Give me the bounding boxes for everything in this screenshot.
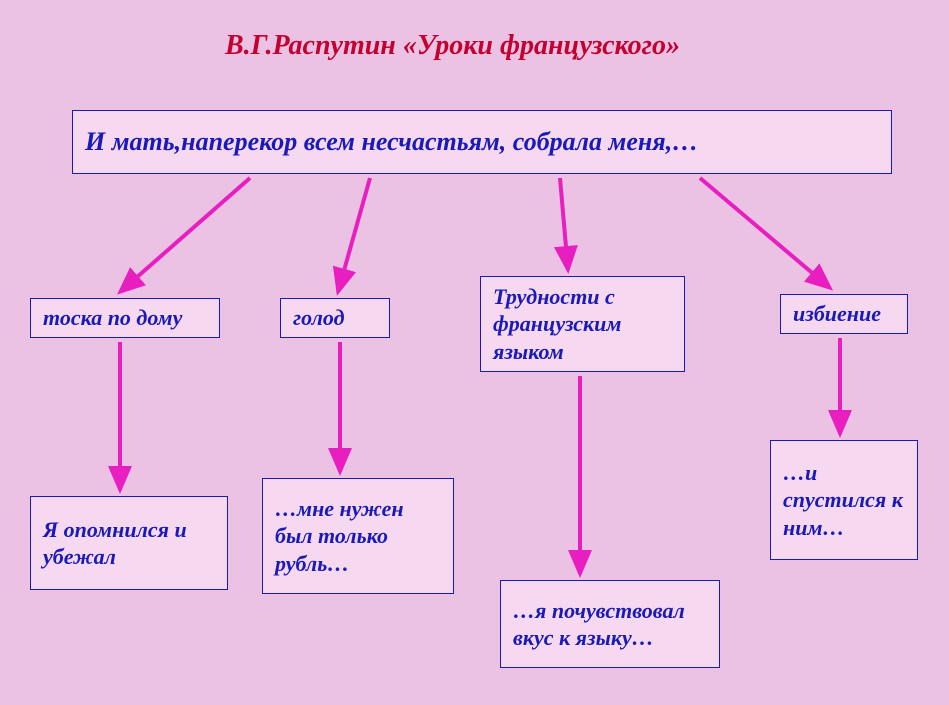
quote-box-taste-language: …я почувствовал вкус к языку… [500,580,720,668]
quote-box-ruble: …мне нужен был только рубль… [262,478,454,594]
theme-box-beating: избиение [780,294,908,334]
diagram-title: В.Г.Распутин «Уроки французского» [225,30,680,62]
main-quote-box: И мать,наперекор всем несчастьям, собрал… [72,110,892,174]
theme-box-french-difficulty: Трудности с французским языком [480,276,685,372]
content-layer: В.Г.Распутин «Уроки французского» И мать… [0,0,949,705]
quote-box-came-down: …и спустился к ним… [770,440,918,560]
theme-box-hunger: голод [280,298,390,338]
theme-box-homesickness: тоска по дому [30,298,220,338]
quote-box-ran-away: Я опомнился и убежал [30,496,228,590]
